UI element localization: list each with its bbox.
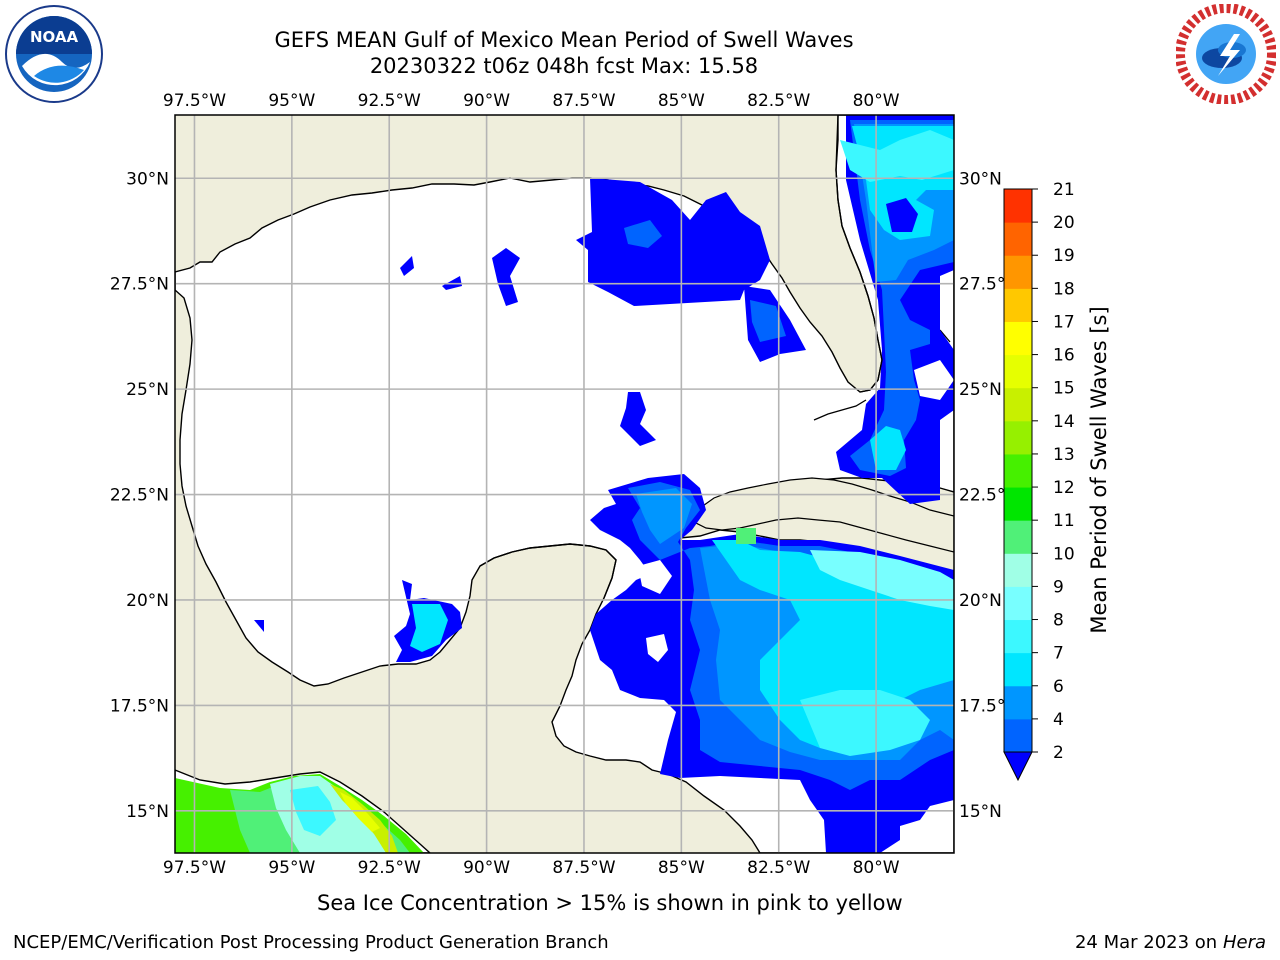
national-weather-service-logo-icon: [1176, 4, 1276, 104]
map-panel: [175, 115, 954, 853]
colorbar-swatch: [1004, 189, 1032, 223]
top-longitude-label: 85°W: [658, 91, 705, 111]
bottom-longitude-label: 95°W: [268, 858, 315, 878]
right-latitude-label: 27.5°N: [959, 275, 1018, 295]
florida-coastline: [835, 115, 883, 393]
top-longitude-label: 90°W: [463, 91, 510, 111]
right-latitude-label: 30°N: [959, 169, 1002, 189]
colorbar-tick-label: 2: [1053, 743, 1064, 763]
top-longitude-label: 97.5°W: [163, 91, 226, 111]
colorbar-swatch: [1004, 222, 1032, 256]
colorbar-tick-label: 8: [1053, 611, 1064, 631]
colorbar-frame: [1003, 188, 1033, 753]
bottom-longitude-label: 82.5°W: [747, 858, 810, 878]
colorbar-swatch: [1004, 453, 1032, 488]
bottom-longitude-label: 85°W: [658, 858, 705, 878]
chart-title: GEFS MEAN Gulf of Mexico Mean Period of …: [274, 28, 854, 52]
cuba-island: [689, 477, 954, 553]
colorbar-swatch: [1004, 619, 1032, 654]
colorbar-tick-label: 11: [1053, 511, 1075, 531]
colorbar-under-extension: [1003, 751, 1033, 782]
colorbar-tick-label: 15: [1053, 379, 1075, 399]
footer-date-text: 24 Mar 2023 on: [1074, 932, 1218, 953]
colorbar-tick-label: 13: [1053, 445, 1075, 465]
footer-system: Hera: [1222, 932, 1266, 953]
left-latitude-label: 17.5°N: [110, 696, 169, 716]
left-latitude-label: 27.5°N: [110, 275, 169, 295]
bottom-longitude-label: 80°W: [853, 858, 900, 878]
chart-subtitle: 20230322 t06z 048h fcst Max: 15.58: [369, 54, 759, 78]
right-latitude-label: 17.5°N: [959, 696, 1018, 716]
bottom-longitude-label: 97.5°W: [163, 858, 226, 878]
right-latitude-label: 15°N: [959, 802, 1002, 822]
colorbar-tick-label: 9: [1053, 577, 1064, 597]
colorbar-tick-label: 6: [1053, 677, 1064, 697]
colorbar-swatch: [1004, 586, 1032, 621]
colorbar-tick-label: 17: [1053, 312, 1075, 332]
left-latitude-label: 20°N: [126, 591, 169, 611]
colorbar-tick-label: 14: [1053, 412, 1075, 432]
bottom-longitude-label: 87.5°W: [552, 858, 615, 878]
right-latitude-label: 22.5°N: [959, 486, 1018, 506]
florida-keys: [813, 399, 867, 421]
colorbar: 2 4 6 7 8 9 10 11 12 13 14 15 16 17 18 19 20 21: [1003, 180, 1075, 782]
colorbar-tick-label: 18: [1053, 279, 1075, 299]
colorbar-tick-label: 19: [1053, 246, 1075, 266]
colorbar-swatch: [1004, 420, 1032, 455]
colorbar-swatch: [1004, 685, 1032, 720]
colorbar-swatch: [1004, 255, 1032, 289]
colorbar-tick-label: 12: [1053, 478, 1075, 498]
colorbar-label: Mean Period of Swell Waves [s]: [1087, 306, 1111, 633]
colorbar-tick-label: 16: [1053, 346, 1075, 366]
svg-text:NOAA: NOAA: [30, 28, 79, 46]
yucatan-coastline: [479, 543, 617, 599]
footer-branch: NCEP/EMC/Verification Post Processing Pr…: [13, 932, 609, 953]
colorbar-swatch: [1004, 288, 1032, 322]
colorbar-swatch: [1004, 321, 1032, 356]
colorbar-swatch: [1004, 718, 1032, 753]
top-longitude-label: 95°W: [268, 91, 315, 111]
colorbar-swatch: [1004, 354, 1032, 389]
left-latitude-label: 30°N: [126, 169, 169, 189]
colorbar-tick-label: 20: [1053, 213, 1075, 233]
colorbar-swatch: [1004, 553, 1032, 587]
bottom-longitude-label: 92.5°W: [358, 858, 421, 878]
colorbar-tick-label: 21: [1053, 180, 1075, 200]
bottom-longitude-label: 90°W: [463, 858, 510, 878]
top-longitude-label: 87.5°W: [552, 91, 615, 111]
colorbar-swatch: [1004, 487, 1032, 521]
colorbar-swatch: [1004, 652, 1032, 687]
colorbar-swatch: [1004, 387, 1032, 422]
colorbar-tick-label: 10: [1053, 544, 1075, 564]
axis-tick-labels: 97.5°W 97.5°W 95°W 95°W 92.5°W 92.5°W 90°W 90°W…: [110, 91, 1018, 878]
right-latitude-label: 20°N: [959, 591, 1002, 611]
colorbar-swatch: [1004, 520, 1032, 554]
noaa-logo-icon: NOAA: [5, 5, 103, 103]
colorbar-tick-label: 4: [1053, 710, 1064, 730]
map-frame: [174, 114, 955, 854]
sea-ice-note: Sea Ice Concentration > 15% is shown in …: [317, 891, 903, 915]
top-longitude-label: 80°W: [853, 91, 900, 111]
footer-date: 24 Mar 2023 on Hera: [1075, 932, 1266, 954]
left-latitude-label: 25°N: [126, 380, 169, 400]
top-longitude-label: 92.5°W: [358, 91, 421, 111]
map-gridlines: [175, 115, 954, 853]
right-latitude-label: 25°N: [959, 380, 1002, 400]
colorbar-tick-label: 7: [1053, 644, 1064, 664]
top-longitude-label: 82.5°W: [747, 91, 810, 111]
left-latitude-label: 22.5°N: [110, 486, 169, 506]
left-latitude-label: 15°N: [126, 802, 169, 822]
